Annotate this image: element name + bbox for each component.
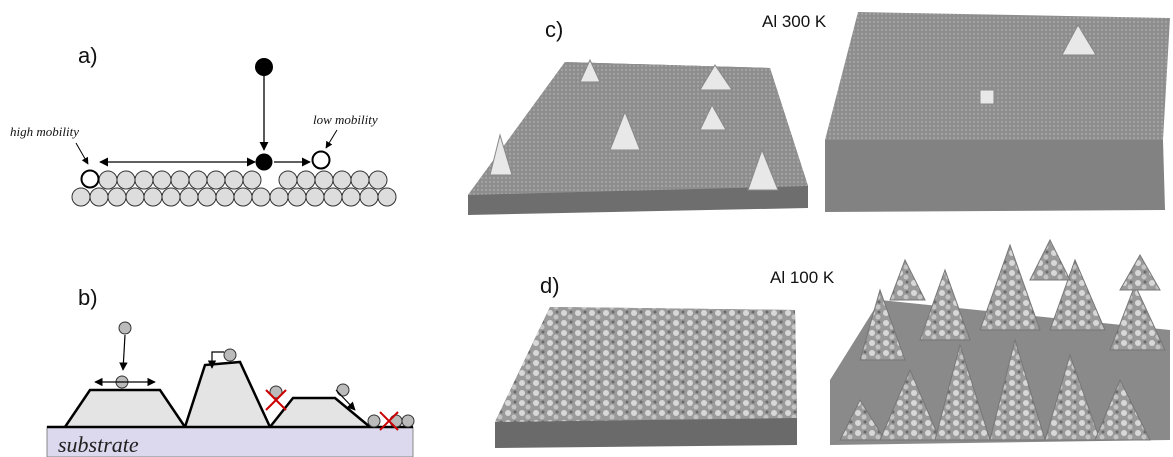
atom bbox=[314, 170, 334, 190]
substrate-label: substrate bbox=[58, 432, 139, 457]
atom bbox=[125, 187, 145, 207]
atom bbox=[278, 170, 298, 190]
note: low mobility bbox=[313, 112, 378, 127]
caption: Al 100 K bbox=[770, 268, 835, 287]
slab-side bbox=[825, 140, 1165, 212]
atom bbox=[341, 187, 361, 207]
atom-rows bbox=[71, 170, 397, 207]
atom bbox=[255, 153, 273, 171]
island bbox=[747, 148, 779, 191]
substrate bbox=[46, 426, 414, 457]
atom bbox=[401, 414, 415, 428]
island bbox=[609, 110, 641, 151]
atom bbox=[98, 170, 118, 190]
island bbox=[579, 58, 601, 83]
atom bbox=[188, 170, 208, 190]
atom bbox=[251, 187, 271, 207]
atom bbox=[215, 187, 235, 207]
atom bbox=[367, 414, 381, 428]
atom bbox=[377, 187, 397, 207]
island bbox=[269, 396, 371, 428]
island bbox=[183, 360, 272, 428]
note: high mobility bbox=[10, 124, 79, 139]
surface bbox=[468, 62, 808, 195]
atom bbox=[197, 187, 217, 207]
atom bbox=[107, 187, 127, 207]
atom bbox=[368, 170, 388, 190]
atom bbox=[80, 169, 100, 189]
surface bbox=[825, 12, 1170, 140]
atom bbox=[332, 170, 352, 190]
atom bbox=[269, 187, 289, 207]
surface bbox=[495, 307, 797, 422]
atom bbox=[89, 187, 109, 207]
panel-label: c) bbox=[545, 17, 563, 42]
atom bbox=[296, 170, 316, 190]
atom bbox=[323, 187, 343, 207]
atom bbox=[143, 187, 163, 207]
atom bbox=[255, 58, 273, 76]
atom bbox=[71, 187, 91, 207]
panel-c: c) Al 300 K bbox=[468, 12, 1170, 215]
panel-label: a) bbox=[78, 43, 98, 68]
atom bbox=[206, 170, 226, 190]
atom bbox=[269, 385, 283, 399]
island bbox=[699, 103, 727, 131]
atom bbox=[223, 348, 237, 362]
atom bbox=[242, 170, 262, 190]
atom bbox=[161, 187, 181, 207]
atom bbox=[152, 170, 172, 190]
panel-label: b) bbox=[78, 285, 98, 310]
atom bbox=[118, 321, 132, 335]
atom bbox=[134, 170, 154, 190]
atom bbox=[287, 187, 307, 207]
atom bbox=[359, 187, 379, 207]
atom bbox=[179, 187, 199, 207]
panel-a: a) high mobility low mobility bbox=[10, 43, 397, 207]
atom bbox=[305, 187, 325, 207]
arrow bbox=[325, 129, 338, 149]
island bbox=[63, 388, 187, 428]
atom bbox=[311, 150, 331, 170]
panel-label: d) bbox=[540, 273, 560, 298]
island bbox=[699, 64, 733, 91]
island bbox=[1061, 23, 1097, 56]
atom bbox=[224, 170, 244, 190]
atom bbox=[170, 170, 190, 190]
atom bbox=[233, 187, 253, 207]
arrow bbox=[75, 142, 89, 165]
atom bbox=[350, 170, 370, 190]
panel-b: b) substrate bbox=[46, 285, 415, 457]
caption: Al 300 K bbox=[762, 12, 827, 31]
atom bbox=[116, 170, 136, 190]
island bbox=[979, 89, 995, 105]
island bbox=[489, 133, 513, 176]
panel-d: d) Al 100 K bbox=[495, 238, 1170, 448]
atom bbox=[336, 383, 350, 397]
